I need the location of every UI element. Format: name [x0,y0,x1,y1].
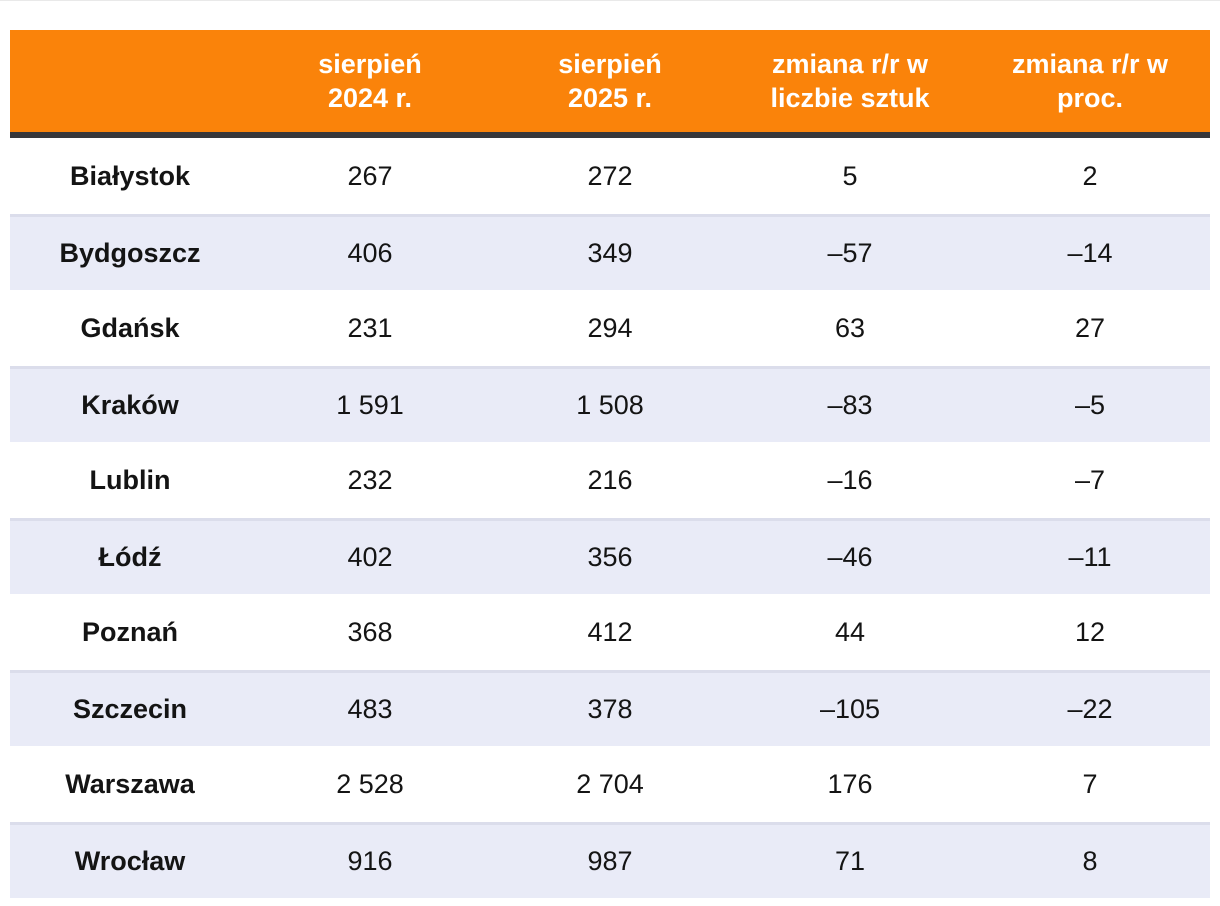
change-units-cell: –57 [827,238,873,268]
change-units-cell: –16 [827,464,873,495]
aug-2024-cell: 368 [347,616,393,647]
aug-2024-cell: 231 [347,312,393,343]
city-cell: Białystok [69,160,191,191]
aug-2024-cell: 232 [347,464,393,495]
change-pct-cell: –11 [1068,542,1112,572]
aug-2024-cell: 267 [347,160,393,191]
aug-2025-cell: 2 704 [576,768,644,799]
city-cell: Lublin [89,464,171,495]
table-row: Szczecin 483 378 –105 –22 [10,670,1210,746]
change-pct-cell: 27 [1074,312,1106,343]
change-units-cell: 176 [827,768,873,799]
table-row: Gdańsk 231 294 63 27 [10,290,1210,366]
header-cell-change-pct: zmiana r/r w proc. [1011,49,1169,113]
table-row: Kraków 1 591 1 508 –83 –5 [10,366,1210,442]
change-units-cell: 5 [842,160,858,191]
aug-2025-cell: 1 508 [576,390,644,420]
change-pct-cell: 2 [1082,160,1098,191]
aug-2025-cell: 349 [587,238,633,268]
change-units-cell: –46 [827,542,873,572]
table-row: Wrocław 916 987 71 8 [10,822,1210,898]
change-pct-cell: –14 [1067,238,1113,268]
top-divider [0,0,1220,1]
table-row: Łódź 402 356 –46 –11 [10,518,1210,594]
change-units-cell: 71 [834,846,866,876]
table-row: Lublin 232 216 –16 –7 [10,442,1210,518]
change-pct-cell: –5 [1074,390,1106,420]
aug-2025-cell: 294 [587,312,633,343]
city-cell: Kraków [81,390,179,420]
change-units-cell: 44 [834,616,866,647]
aug-2024-cell: 402 [347,542,393,572]
city-cell: Bydgoszcz [59,238,201,268]
header-cell-city [10,30,250,132]
table-row: Poznań 368 412 44 12 [10,594,1210,670]
aug-2025-cell: 356 [587,542,633,572]
aug-2024-cell: 916 [347,846,393,876]
change-pct-cell: 7 [1082,768,1098,799]
header-cell-change-units: zmiana r/r w liczbie sztuk [770,49,930,113]
city-cell: Gdańsk [80,312,180,343]
change-pct-cell: –7 [1074,464,1106,495]
aug-2024-cell: 406 [347,238,393,268]
change-pct-cell: –22 [1067,694,1113,724]
aug-2025-cell: 216 [587,464,633,495]
change-units-cell: –105 [819,694,881,724]
header-cell-aug-2024: sierpień 2024 r. [318,49,422,113]
aug-2025-cell: 378 [587,694,633,724]
table-row: Białystok 267 272 5 2 [10,138,1210,214]
change-pct-cell: 8 [1082,846,1098,876]
aug-2024-cell: 1 591 [336,390,404,420]
city-cell: Szczecin [72,694,188,724]
aug-2024-cell: 483 [347,694,393,724]
change-units-cell: 63 [834,312,866,343]
header-cell-aug-2025: sierpień 2025 r. [558,49,662,113]
table-header-row: sierpień 2024 r. sierpień 2025 r. zmiana… [10,30,1210,132]
city-cell: Łódź [98,542,162,572]
aug-2025-cell: 272 [587,160,633,191]
table-row: Warszawa 2 528 2 704 176 7 [10,746,1210,822]
change-units-cell: –83 [827,390,873,420]
change-pct-cell: 12 [1074,616,1106,647]
city-cell: Warszawa [65,768,195,799]
city-sales-table: sierpień 2024 r. sierpień 2025 r. zmiana… [10,30,1210,898]
city-cell: Wrocław [74,846,186,876]
aug-2024-cell: 2 528 [336,768,404,799]
header-underline [10,132,1210,138]
aug-2025-cell: 412 [587,616,633,647]
aug-2025-cell: 987 [587,846,633,876]
table-row: Bydgoszcz 406 349 –57 –14 [10,214,1210,290]
table-body: Białystok 267 272 5 2 Bydgoszcz 406 349 … [10,138,1210,898]
city-cell: Poznań [81,616,178,647]
